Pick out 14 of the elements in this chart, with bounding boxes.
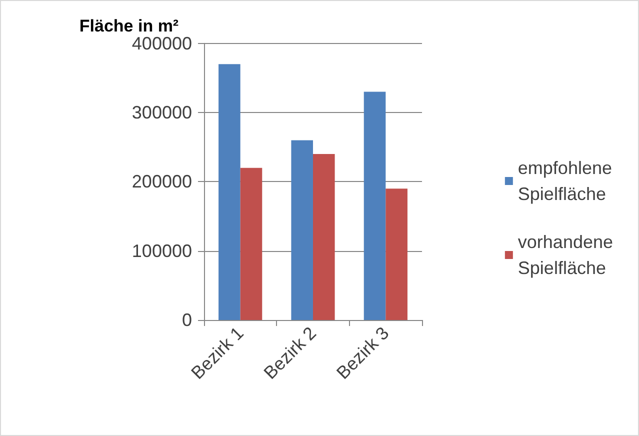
bar	[364, 92, 386, 320]
bar	[291, 140, 313, 320]
y-tick-label: 300000	[132, 102, 192, 123]
bar	[386, 188, 408, 320]
y-tick-label: 0	[182, 310, 192, 330]
legend-label: vorhandene Spielfläche	[518, 232, 614, 278]
bar	[313, 154, 335, 320]
bar	[218, 64, 240, 320]
y-tick-label: 100000	[132, 240, 192, 261]
legend-label: empfohlene Spielfläche	[518, 158, 612, 204]
y-axis-title: Fläche in m²	[79, 16, 179, 36]
bar	[240, 168, 262, 320]
y-tick-label: 200000	[132, 172, 192, 192]
y-tick-label: 400000	[132, 33, 192, 54]
